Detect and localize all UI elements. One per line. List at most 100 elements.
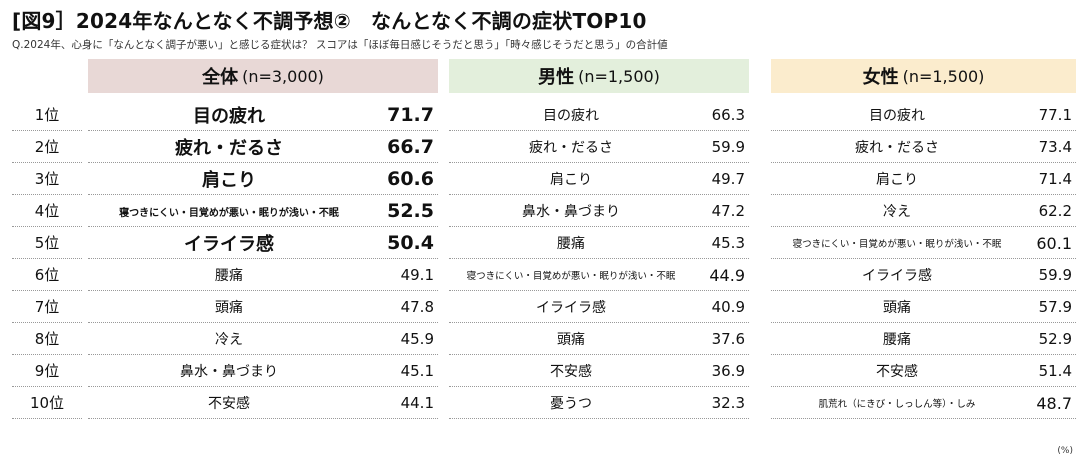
- all-score-value: 50.4: [387, 232, 434, 254]
- header-all-label: 全体: [202, 67, 239, 88]
- page-title: [図9］2024年なんとなく不調予想② なんとなく不調の症状TOP10: [12, 9, 647, 33]
- rank-label: 8位: [12, 323, 82, 355]
- all-symptom-label: イライラ感: [184, 234, 274, 255]
- all-row: 疲れ・だるさ 66.7: [88, 131, 438, 163]
- male-score-value: 66.3: [711, 106, 745, 124]
- header-female: 女性 (n=1,500): [771, 59, 1076, 93]
- all-score-value: 49.1: [400, 266, 434, 284]
- female-symptom-label: 肌荒れ（にきび・しっしん等）・しみ: [818, 399, 976, 410]
- male-row: 疲れ・だるさ 59.9: [449, 131, 749, 163]
- female-score-value: 57.9: [1038, 298, 1072, 316]
- rank-label: 7位: [12, 291, 82, 323]
- all-row: 不安感 44.1: [88, 387, 438, 419]
- female-symptom-label: 肩こり: [876, 172, 918, 188]
- rank-label: 1位: [12, 99, 82, 131]
- male-row: 肩こり 49.7: [449, 163, 749, 195]
- female-score-value: 77.1: [1038, 106, 1072, 124]
- female-row: 冷え 62.2: [771, 195, 1076, 227]
- female-row: 頭痛 57.9: [771, 291, 1076, 323]
- all-score-value: 52.5: [387, 200, 434, 222]
- question-subtitle: Q.2024年、心身に「なんとなく調子が悪い」と感じる症状は？ スコアは「ほぼ毎…: [12, 39, 668, 51]
- all-score-value: 66.7: [387, 136, 434, 158]
- male-score-value: 37.6: [711, 330, 745, 348]
- male-symptom-label: 腰痛: [557, 236, 585, 252]
- all-row: イライラ感 50.4: [88, 227, 438, 259]
- header-female-label: 女性: [862, 67, 899, 88]
- header-male-label: 男性: [538, 67, 575, 88]
- male-score-value: 36.9: [711, 362, 745, 380]
- female-row: 目の疲れ 77.1: [771, 99, 1076, 131]
- all-symptom-label: 寝つきにくい・目覚めが悪い・眠りが浅い・不眠: [119, 207, 339, 219]
- all-row: 肩こり 60.6: [88, 163, 438, 195]
- female-score-value: 52.9: [1038, 330, 1072, 348]
- header-male-n: (n=1,500): [578, 66, 660, 86]
- male-score-value: 45.3: [711, 234, 745, 252]
- header-all-n: (n=3,000): [242, 66, 324, 86]
- header-female-n: (n=1,500): [902, 66, 985, 86]
- male-row: 鼻水・鼻づまり 47.2: [449, 195, 749, 227]
- all-score-value: 45.1: [400, 362, 434, 380]
- male-symptom-label: 憂うつ: [550, 396, 592, 412]
- all-symptom-label: 不安感: [208, 396, 250, 412]
- male-row: 憂うつ 32.3: [449, 387, 749, 419]
- female-row: イライラ感 59.9: [771, 259, 1076, 291]
- rank-label: 4位: [12, 195, 82, 227]
- all-row: 鼻水・鼻づまり 45.1: [88, 355, 438, 387]
- male-row: イライラ感 40.9: [449, 291, 749, 323]
- male-symptom-label: 目の疲れ: [543, 108, 599, 124]
- all-score-value: 47.8: [400, 298, 434, 316]
- female-row: 疲れ・だるさ 73.4: [771, 131, 1076, 163]
- all-symptom-label: 腰痛: [215, 268, 243, 284]
- male-score-value: 40.9: [711, 298, 745, 316]
- male-symptom-label: 鼻水・鼻づまり: [522, 204, 620, 220]
- female-symptom-label: 不安感: [876, 364, 918, 380]
- female-symptom-label: 頭痛: [883, 300, 911, 316]
- male-symptom-label: 寝つきにくい・目覚めが悪い・眠りが浅い・不眠: [466, 271, 676, 282]
- female-score-value: 71.4: [1038, 170, 1072, 188]
- all-symptom-label: 鼻水・鼻づまり: [180, 364, 278, 380]
- female-row: 肌荒れ（にきび・しっしん等）・しみ 48.7: [771, 387, 1076, 419]
- all-symptom-label: 疲れ・だるさ: [175, 138, 283, 159]
- all-row: 目の疲れ 71.7: [88, 99, 438, 131]
- male-symptom-label: 頭痛: [557, 332, 585, 348]
- male-symptom-label: 不安感: [550, 364, 592, 380]
- male-row: 腰痛 45.3: [449, 227, 749, 259]
- all-score-value: 44.1: [400, 394, 434, 412]
- all-score-value: 45.9: [400, 330, 434, 348]
- male-score-value: 44.9: [709, 265, 745, 285]
- female-row: 不安感 51.4: [771, 355, 1076, 387]
- all-symptom-label: 肩こり: [202, 170, 256, 191]
- male-row: 不安感 36.9: [449, 355, 749, 387]
- female-score-value: 48.7: [1036, 393, 1072, 413]
- all-row: 腰痛 49.1: [88, 259, 438, 291]
- all-score-value: 60.6: [387, 168, 434, 190]
- rank-label: 3位: [12, 163, 82, 195]
- female-symptom-label: 冷え: [883, 204, 911, 220]
- female-score-value: 51.4: [1038, 362, 1072, 380]
- header-male: 男性 (n=1,500): [449, 59, 749, 93]
- female-score-value: 59.9: [1038, 266, 1072, 284]
- male-symptom-label: 疲れ・だるさ: [529, 140, 613, 156]
- rank-label: 6位: [12, 259, 82, 291]
- female-row: 腰痛 52.9: [771, 323, 1076, 355]
- male-row: 寝つきにくい・目覚めが悪い・眠りが浅い・不眠 44.9: [449, 259, 749, 291]
- male-symptom-label: 肩こり: [550, 172, 592, 188]
- male-score-value: 59.9: [711, 138, 745, 156]
- female-row: 寝つきにくい・目覚めが悪い・眠りが浅い・不眠 60.1: [771, 227, 1076, 259]
- rank-label: 2位: [12, 131, 82, 163]
- female-symptom-label: イライラ感: [862, 268, 932, 284]
- female-symptom-label: 腰痛: [883, 332, 911, 348]
- all-row: 冷え 45.9: [88, 323, 438, 355]
- female-symptom-label: 疲れ・だるさ: [855, 140, 939, 156]
- male-row: 頭痛 37.6: [449, 323, 749, 355]
- rank-label: 10位: [12, 387, 82, 419]
- all-score-value: 71.7: [387, 104, 434, 126]
- all-symptom-label: 目の疲れ: [193, 106, 265, 127]
- all-row: 寝つきにくい・目覚めが悪い・眠りが浅い・不眠 52.5: [88, 195, 438, 227]
- male-symptom-label: イライラ感: [536, 300, 606, 316]
- header-all: 全体 (n=3,000): [88, 59, 438, 93]
- female-score-value: 73.4: [1038, 138, 1072, 156]
- female-symptom-label: 寝つきにくい・目覚めが悪い・眠りが浅い・不眠: [792, 239, 1002, 250]
- male-score-value: 47.2: [711, 202, 745, 220]
- unit-label: (%): [1057, 446, 1073, 456]
